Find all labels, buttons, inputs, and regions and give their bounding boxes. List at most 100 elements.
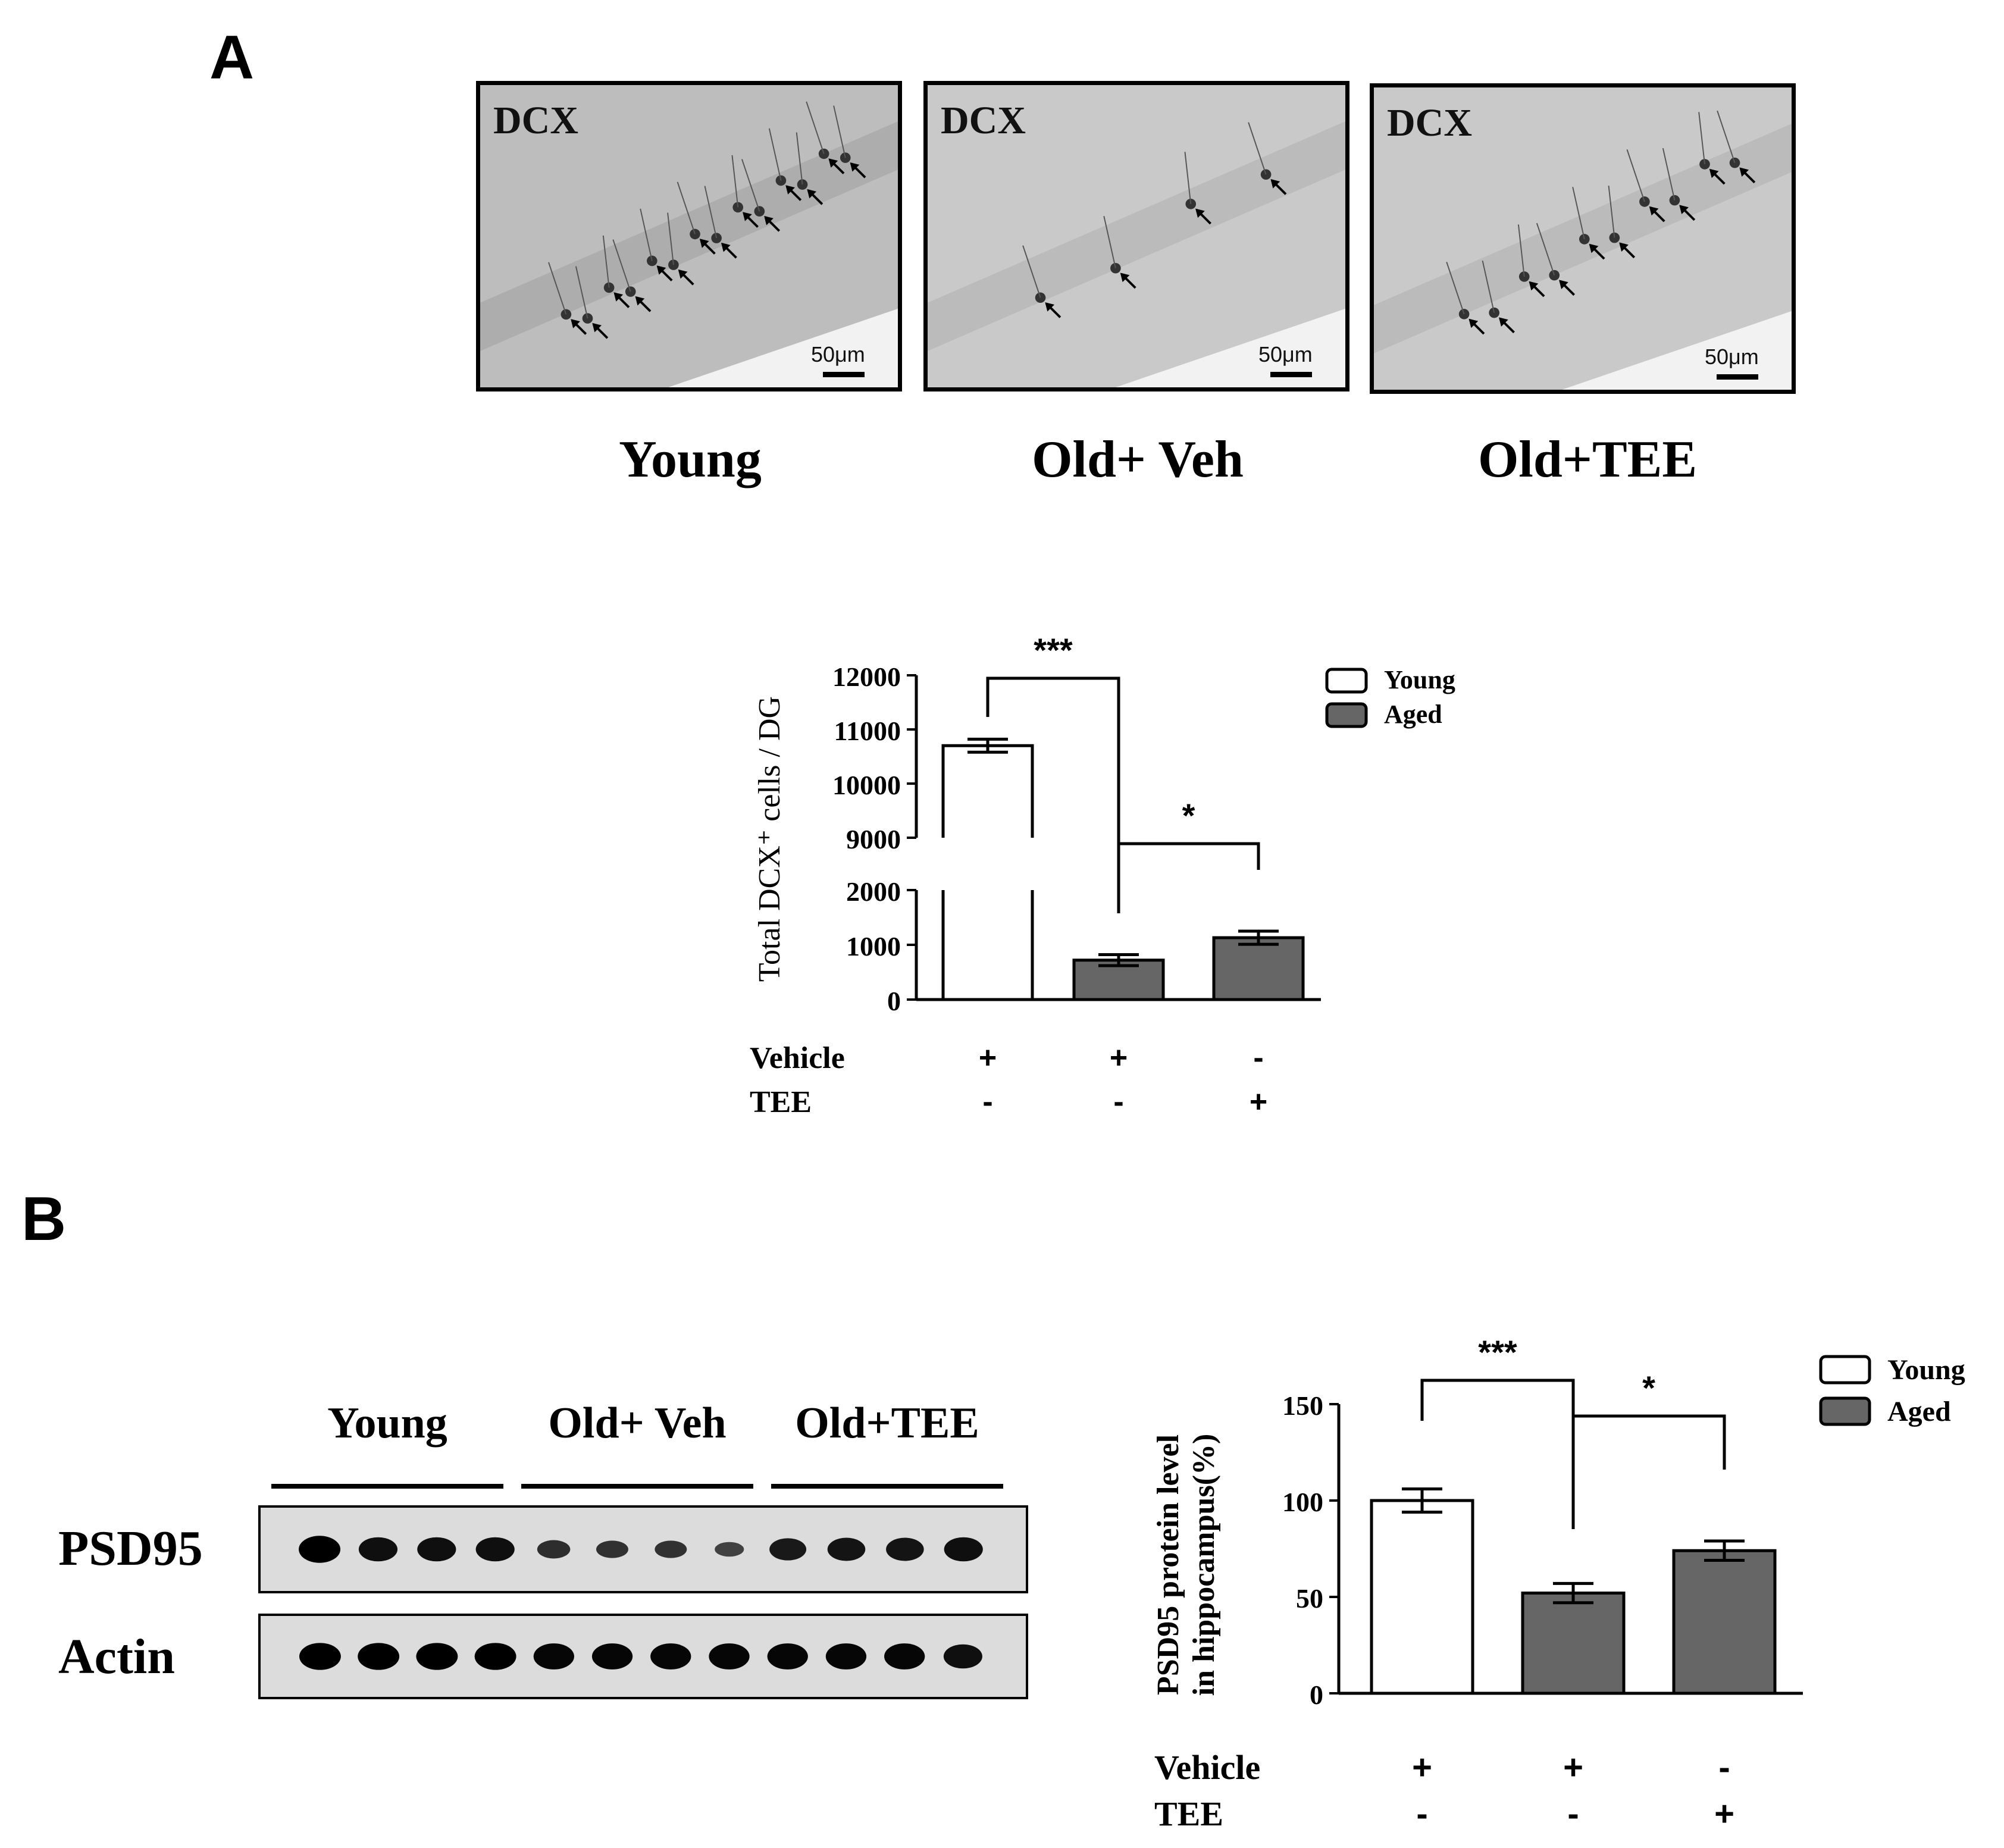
treatment-sign: -: [1567, 1794, 1579, 1833]
dendrite: [1662, 148, 1676, 201]
dendrite: [1517, 224, 1525, 277]
treatment-sign: +: [979, 1041, 997, 1075]
blot-group-line: [271, 1484, 503, 1489]
blot-band: [299, 1643, 341, 1670]
legend-swatch: [1325, 668, 1368, 694]
dendrite: [1626, 149, 1645, 202]
bar: [1672, 1549, 1777, 1695]
blot-band: [299, 1536, 341, 1563]
psd95-bar-chart: PSD95 protein level in hippocampus(%) 0 50 1…: [1151, 1333, 1965, 1833]
dcx-cell: [732, 202, 744, 213]
y-tick-label: 12000: [832, 662, 901, 692]
y-tick-label: 10000: [832, 770, 901, 800]
vessel-region: [1561, 311, 1792, 390]
dcx-cell: [1260, 169, 1272, 180]
blot-band: [709, 1643, 750, 1670]
micrograph-2: DCX 50μm: [923, 81, 1349, 391]
dcx-cell: [1669, 195, 1680, 206]
dcx-cell: [1458, 309, 1470, 320]
y-tick-label: 9000: [846, 824, 901, 854]
y-tick-label: 0: [887, 986, 901, 1016]
stain-label: DCX: [493, 99, 578, 142]
treatment-sign: +: [1412, 1748, 1432, 1787]
group-title-3: Old+TEE: [1477, 431, 1698, 488]
treatment-label: Vehicle: [750, 1041, 845, 1075]
treatment-sign: +: [1563, 1748, 1583, 1787]
granule-band: [928, 121, 1345, 352]
blot-band: [533, 1643, 574, 1670]
blot-strip-psd95: [258, 1505, 1028, 1593]
significance-bracket: [1117, 842, 1260, 913]
arrow-head: [1619, 242, 1629, 252]
dendrite: [1717, 110, 1736, 163]
significance-bracket: [1571, 1414, 1726, 1529]
y-tick-label: 1000: [846, 931, 901, 961]
blot-group-label-1: Young: [327, 1399, 447, 1448]
dendrite: [1446, 262, 1465, 315]
arrow-head: [1270, 179, 1280, 189]
granule-band: [480, 121, 898, 352]
blot-band: [827, 1537, 866, 1561]
dendrite: [741, 159, 760, 212]
dendrite: [1536, 223, 1555, 275]
dendrite: [1103, 215, 1116, 268]
treatment-label: TEE: [1154, 1794, 1223, 1833]
arrow-head: [592, 322, 602, 333]
micrograph-1: DCX 50μm: [476, 81, 902, 391]
significance-label: *: [1642, 1369, 1655, 1407]
dcx-cell: [668, 259, 679, 270]
dendrite: [1572, 187, 1585, 240]
treatment-label: Vehicle: [1154, 1748, 1260, 1787]
dcx-cell: [840, 152, 851, 163]
treatment-sign: +: [1714, 1794, 1734, 1833]
y-tick-label: 2000: [846, 876, 901, 907]
y-tick-label: 11000: [834, 716, 901, 746]
treatment-sign: -: [1416, 1794, 1427, 1833]
arrow-head: [828, 158, 838, 168]
dcx-bar-chart: Total DCX⁺ cells / DG 0 1000 2000 9000 10000 1…: [750, 631, 1455, 1119]
arrow-head: [1195, 208, 1205, 218]
arrow-head: [699, 239, 709, 248]
blot-band: [474, 1643, 516, 1670]
arrow-head: [850, 162, 860, 172]
legend-swatch: [1819, 1355, 1871, 1385]
blot-row-label: PSD95: [58, 1521, 203, 1576]
dcx-cell: [754, 206, 765, 217]
treatment-sign: -: [1113, 1085, 1123, 1119]
dcx-cell: [1729, 157, 1740, 168]
significance-label: ***: [1478, 1333, 1517, 1371]
blot-row-label: Actin: [58, 1629, 175, 1684]
dendrite: [677, 181, 696, 234]
legend-label: Aged: [1384, 700, 1442, 729]
panel-b-letter: B: [21, 1185, 67, 1254]
bar: [1370, 1499, 1474, 1695]
legend-label: Young: [1384, 665, 1455, 694]
bar-upper: [941, 744, 1034, 838]
blot-band: [417, 1537, 456, 1562]
blot-strip-actin: [258, 1614, 1028, 1699]
dcx-cell: [1035, 292, 1046, 303]
blot-band: [767, 1643, 808, 1670]
micrograph-3: DCX 50μm: [1370, 83, 1796, 394]
bar: [1212, 936, 1305, 1001]
blot-band: [475, 1537, 515, 1562]
dendrite: [1022, 245, 1041, 298]
arrow-head: [1499, 317, 1508, 327]
blot-band: [596, 1540, 628, 1558]
arrow-head: [1589, 243, 1599, 253]
dcx-cell: [1579, 234, 1590, 245]
y-axis-label-line2: in hippocampus(%): [1187, 1434, 1221, 1696]
legend-swatch: [1325, 702, 1368, 728]
blot-band: [358, 1643, 400, 1670]
group-title-1: Young: [619, 431, 762, 488]
dcx-cell: [1549, 270, 1560, 281]
dendrite: [667, 212, 674, 265]
group-title-2: Old+ Veh: [1032, 431, 1244, 488]
arrow-head: [678, 269, 688, 279]
y-tick-label: 50: [1296, 1583, 1323, 1614]
treatment-sign: -: [1253, 1041, 1263, 1075]
arrow-head: [1529, 281, 1539, 291]
treatment-sign: +: [1110, 1041, 1128, 1075]
dcx-cell: [818, 148, 829, 159]
blot-band: [884, 1643, 925, 1670]
